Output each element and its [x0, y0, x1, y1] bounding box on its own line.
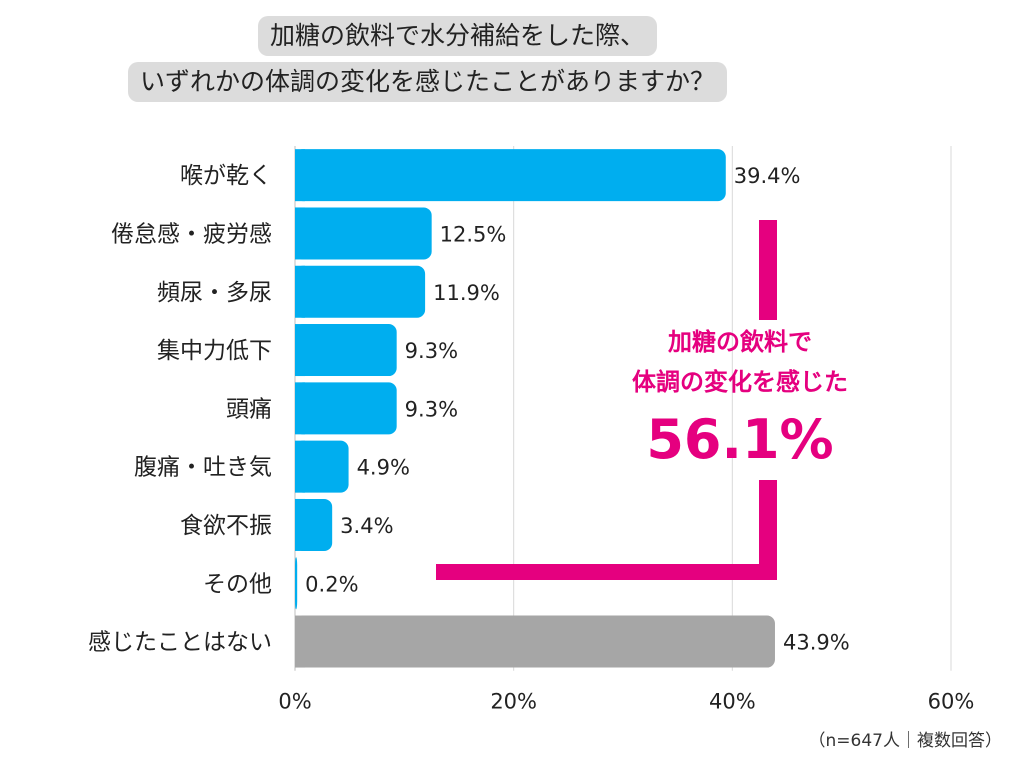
- bar-base: [295, 615, 305, 668]
- category-label: 腹痛・吐き気: [134, 455, 272, 481]
- callout-line-2: 体調の変化を感じた: [632, 368, 848, 396]
- bar: [295, 557, 298, 610]
- category-label: 感じたことはない: [88, 630, 272, 656]
- category-label: 頻尿・多尿: [157, 280, 272, 306]
- bar: [295, 324, 397, 377]
- x-tick-label: 20%: [490, 690, 537, 714]
- category-label: その他: [203, 571, 272, 597]
- category-label: 倦怠感・疲労感: [111, 221, 272, 247]
- value-label: 11.9%: [433, 281, 500, 305]
- value-label: 3.4%: [340, 514, 393, 538]
- category-label: 食欲不振: [180, 513, 272, 539]
- bar-base: [295, 498, 305, 551]
- value-label: 12.5%: [440, 222, 507, 246]
- category-label: 喉が乾く: [180, 163, 272, 189]
- chart-title-line-1: 加糖の飲料で水分補給をした際、: [258, 16, 658, 56]
- bar-base: [295, 207, 305, 260]
- bar: [295, 207, 432, 260]
- callout-value: 56.1%: [646, 408, 834, 471]
- bar: [295, 615, 775, 668]
- chart-title-line-2: いずれかの体調の変化を感じたことがありますか？: [128, 62, 728, 102]
- bar-base: [295, 149, 305, 202]
- bracket-bottom-segment: [759, 480, 777, 580]
- x-tick-label: 40%: [709, 690, 756, 714]
- value-label: 9.3%: [405, 339, 458, 363]
- value-label: 39.4%: [734, 164, 801, 188]
- value-label: 0.2%: [305, 572, 358, 596]
- bar-base: [295, 382, 305, 435]
- bar-base: [295, 324, 305, 377]
- x-tick-label: 0%: [278, 690, 311, 714]
- bar: [295, 382, 397, 435]
- value-label: 9.3%: [405, 397, 458, 421]
- bar: [295, 440, 349, 493]
- sample-note: （n=647人｜複数回答）: [808, 731, 1002, 751]
- bar-base: [295, 265, 305, 318]
- value-label: 43.9%: [783, 631, 850, 655]
- value-label: 4.9%: [357, 456, 410, 480]
- bracket-top-segment: [759, 220, 777, 320]
- category-label: 頭痛: [226, 396, 272, 422]
- bar: [295, 149, 726, 202]
- x-tick-label: 60%: [928, 690, 975, 714]
- callout-line-1: 加糖の飲料で: [668, 328, 812, 356]
- bar: [295, 265, 426, 318]
- bar-base: [295, 440, 305, 493]
- bracket-horizontal-segment: [436, 564, 777, 580]
- category-label: 集中力低下: [157, 338, 272, 364]
